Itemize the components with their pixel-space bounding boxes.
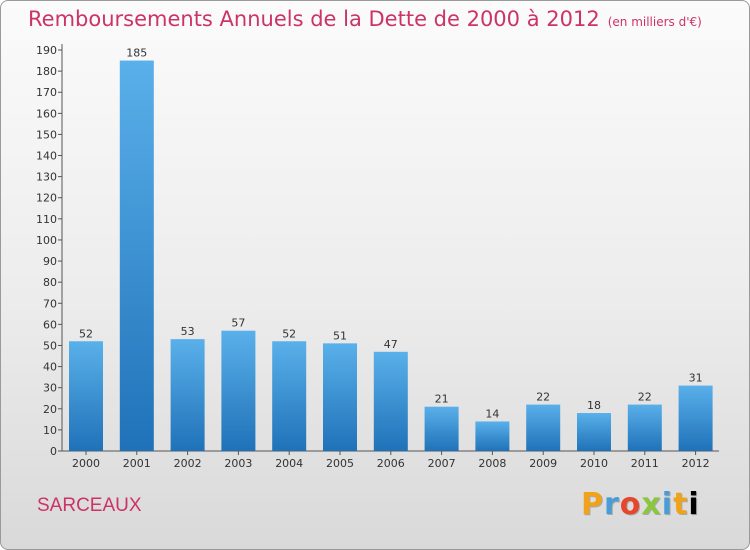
x-tick-label: 2011 — [631, 457, 659, 470]
x-tick-label: 2004 — [275, 457, 303, 470]
chart-title-text: Remboursements Annuels de la Dette de 20… — [28, 7, 600, 31]
y-tick-label: 0 — [50, 445, 57, 458]
y-tick-label: 90 — [43, 255, 57, 268]
y-tick-label: 170 — [36, 86, 57, 99]
chart-subtitle: (en milliers d'€) — [607, 15, 702, 29]
y-tick-label: 120 — [36, 192, 57, 205]
bar-2001 — [119, 60, 154, 451]
y-tick-label: 130 — [36, 171, 57, 184]
chart-axes: 0 10 20 30 40 50 60 70 80 90 100 110 120 130 140 150 160… — [36, 44, 719, 470]
data-label: 22 — [638, 391, 652, 404]
x-tick-label: 2006 — [377, 457, 405, 470]
x-tick-label: 2005 — [326, 457, 354, 470]
bar-2007 — [424, 406, 459, 451]
data-label: 52 — [79, 327, 93, 340]
bar-2009 — [526, 404, 561, 451]
x-tick-label: 2003 — [224, 457, 252, 470]
data-label: 22 — [536, 391, 550, 404]
bar-2002 — [170, 339, 205, 451]
x-tick-label: 2001 — [123, 457, 151, 470]
data-label: 21 — [435, 393, 449, 406]
data-label: 31 — [689, 372, 703, 385]
bar-2000 — [69, 341, 103, 451]
x-tick-label: 2002 — [174, 457, 202, 470]
y-tick-label: 190 — [36, 44, 57, 57]
bar-series — [69, 60, 713, 451]
bar-2010 — [577, 413, 611, 451]
bar-2011 — [627, 404, 662, 451]
data-label: 51 — [333, 329, 347, 342]
data-label: 53 — [181, 325, 195, 338]
chart-title: Remboursements Annuels de la Dette de 20… — [28, 7, 702, 31]
data-label: 185 — [126, 47, 147, 60]
data-label: 14 — [485, 407, 499, 420]
y-tick-label: 60 — [43, 318, 57, 331]
y-tick-label: 40 — [43, 361, 57, 374]
bar-2003 — [221, 330, 256, 451]
bar-2004 — [272, 341, 307, 451]
y-tick-label: 80 — [43, 276, 57, 289]
x-tick-label: 2012 — [682, 457, 710, 470]
x-tick-label: 2000 — [72, 457, 100, 470]
data-label: 18 — [587, 399, 601, 412]
y-tick-label: 10 — [43, 424, 57, 437]
data-label: 57 — [231, 317, 245, 330]
bar-2006 — [373, 351, 408, 451]
commune-name: SARCEAUX — [37, 495, 142, 516]
bar-2008 — [475, 421, 510, 451]
x-tick-label: 2010 — [580, 457, 608, 470]
y-tick-label: 150 — [36, 128, 57, 141]
data-labels: 52 185 53 57 52 51 47 21 14 22 18 22 31 — [79, 47, 703, 421]
bar-2012 — [678, 385, 713, 451]
y-tick-label: 50 — [43, 339, 57, 352]
x-tick-label: 2008 — [478, 457, 506, 470]
y-tick-label: 20 — [43, 403, 57, 416]
y-tick-label: 70 — [43, 297, 57, 310]
x-tick-label: 2007 — [428, 457, 456, 470]
y-tick-label: 110 — [36, 213, 57, 226]
bar-2005 — [323, 343, 357, 451]
y-tick-label: 100 — [36, 234, 57, 247]
y-tick-label: 30 — [43, 382, 57, 395]
y-tick-label: 160 — [36, 107, 57, 120]
y-tick-label: 140 — [36, 150, 57, 163]
x-tick-label: 2009 — [529, 457, 557, 470]
data-label: 52 — [282, 327, 296, 340]
data-label: 47 — [384, 338, 398, 351]
y-tick-label: 180 — [36, 65, 57, 78]
proxiti-logo: Proxiti — [581, 487, 700, 522]
